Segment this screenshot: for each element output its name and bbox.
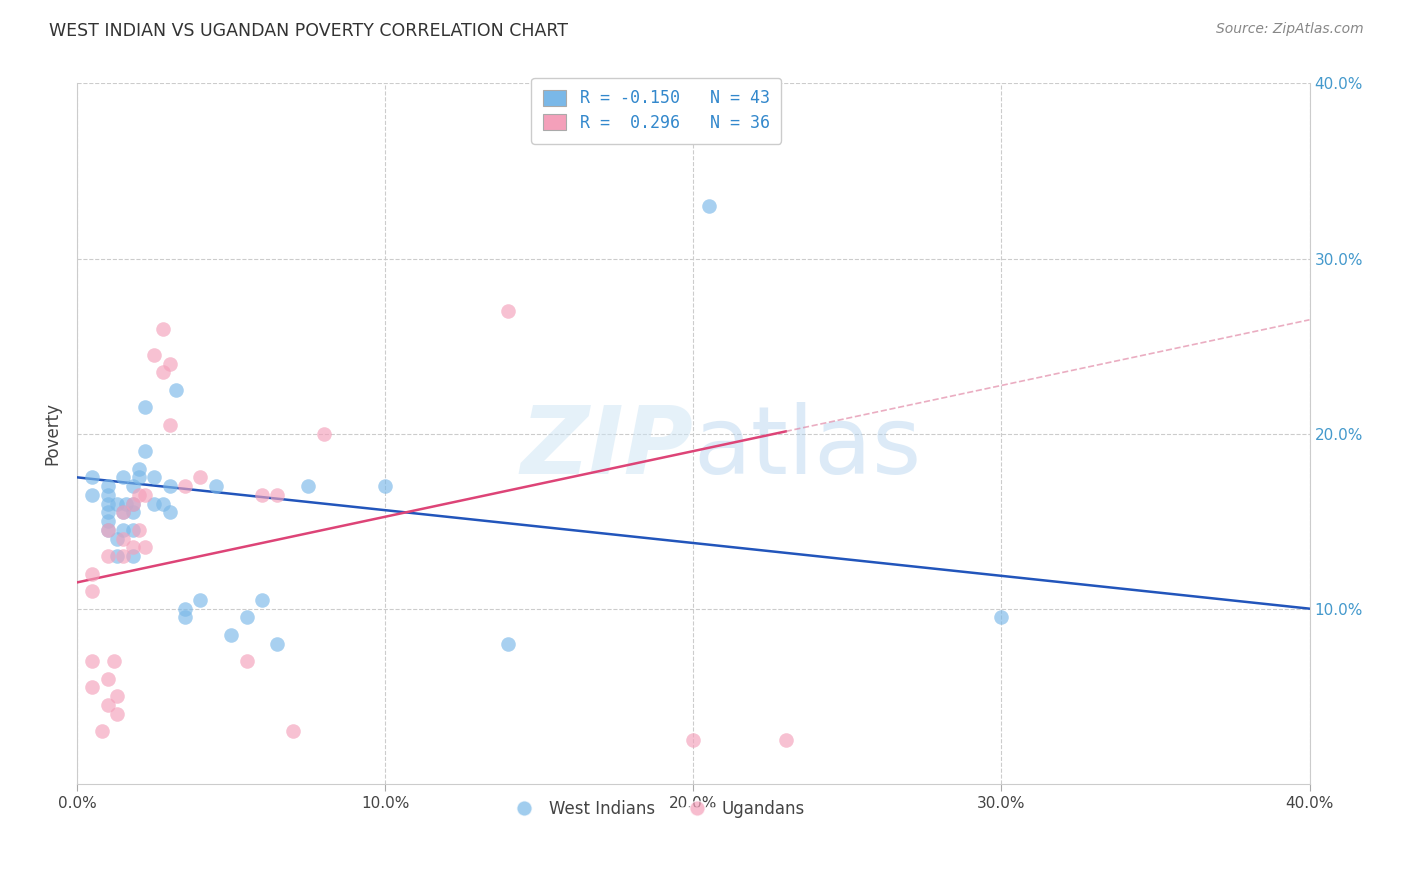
Point bbox=[105, 706, 128, 721]
Point bbox=[134, 488, 156, 502]
Point bbox=[105, 532, 128, 546]
Point bbox=[105, 497, 128, 511]
Point bbox=[97, 549, 120, 563]
Text: Source: ZipAtlas.com: Source: ZipAtlas.com bbox=[1216, 22, 1364, 37]
Point bbox=[97, 523, 120, 537]
Point bbox=[112, 549, 135, 563]
Point bbox=[112, 470, 135, 484]
Point bbox=[121, 523, 143, 537]
Point bbox=[121, 505, 143, 519]
Point bbox=[112, 523, 135, 537]
Point bbox=[174, 479, 197, 493]
Point bbox=[143, 348, 166, 362]
Point bbox=[188, 593, 211, 607]
Point bbox=[105, 549, 128, 563]
Point bbox=[174, 610, 197, 624]
Legend: West Indians, Ugandans: West Indians, Ugandans bbox=[501, 793, 811, 824]
Point bbox=[82, 584, 104, 599]
Point bbox=[97, 479, 120, 493]
Text: ZIP: ZIP bbox=[520, 401, 693, 493]
Point bbox=[105, 689, 128, 703]
Point bbox=[498, 304, 520, 318]
Point bbox=[90, 724, 112, 739]
Point bbox=[103, 654, 125, 668]
Point bbox=[128, 488, 150, 502]
Point bbox=[159, 357, 181, 371]
Y-axis label: Poverty: Poverty bbox=[44, 402, 60, 465]
Point bbox=[219, 628, 242, 642]
Point bbox=[235, 610, 257, 624]
Point bbox=[134, 444, 156, 458]
Point bbox=[128, 470, 150, 484]
Point bbox=[297, 479, 319, 493]
Point bbox=[82, 488, 104, 502]
Point bbox=[112, 505, 135, 519]
Point bbox=[250, 593, 273, 607]
Point bbox=[159, 479, 181, 493]
Text: atlas: atlas bbox=[693, 401, 921, 493]
Point bbox=[266, 637, 288, 651]
Point bbox=[97, 698, 120, 712]
Point bbox=[115, 497, 138, 511]
Point bbox=[374, 479, 396, 493]
Point bbox=[97, 672, 120, 686]
Point bbox=[128, 523, 150, 537]
Point bbox=[174, 601, 197, 615]
Point bbox=[121, 479, 143, 493]
Point bbox=[152, 365, 174, 379]
Point bbox=[112, 505, 135, 519]
Point bbox=[159, 417, 181, 432]
Point bbox=[97, 523, 120, 537]
Point bbox=[165, 383, 187, 397]
Point bbox=[143, 497, 166, 511]
Point bbox=[775, 733, 797, 747]
Point bbox=[250, 488, 273, 502]
Point bbox=[112, 532, 135, 546]
Point bbox=[152, 321, 174, 335]
Point bbox=[121, 549, 143, 563]
Point bbox=[682, 733, 704, 747]
Point bbox=[143, 470, 166, 484]
Point bbox=[82, 470, 104, 484]
Point bbox=[990, 610, 1012, 624]
Point bbox=[121, 497, 143, 511]
Point bbox=[82, 681, 104, 695]
Point bbox=[159, 505, 181, 519]
Point bbox=[498, 637, 520, 651]
Point bbox=[204, 479, 226, 493]
Point bbox=[134, 401, 156, 415]
Point bbox=[134, 541, 156, 555]
Point bbox=[97, 505, 120, 519]
Point bbox=[121, 497, 143, 511]
Point bbox=[697, 199, 720, 213]
Point bbox=[121, 541, 143, 555]
Point bbox=[266, 488, 288, 502]
Point bbox=[152, 497, 174, 511]
Text: WEST INDIAN VS UGANDAN POVERTY CORRELATION CHART: WEST INDIAN VS UGANDAN POVERTY CORRELATI… bbox=[49, 22, 568, 40]
Point bbox=[312, 426, 335, 441]
Point bbox=[82, 566, 104, 581]
Point bbox=[235, 654, 257, 668]
Point bbox=[281, 724, 304, 739]
Point bbox=[82, 654, 104, 668]
Point bbox=[97, 488, 120, 502]
Point bbox=[188, 470, 211, 484]
Point bbox=[97, 514, 120, 528]
Point bbox=[97, 497, 120, 511]
Point bbox=[128, 461, 150, 475]
